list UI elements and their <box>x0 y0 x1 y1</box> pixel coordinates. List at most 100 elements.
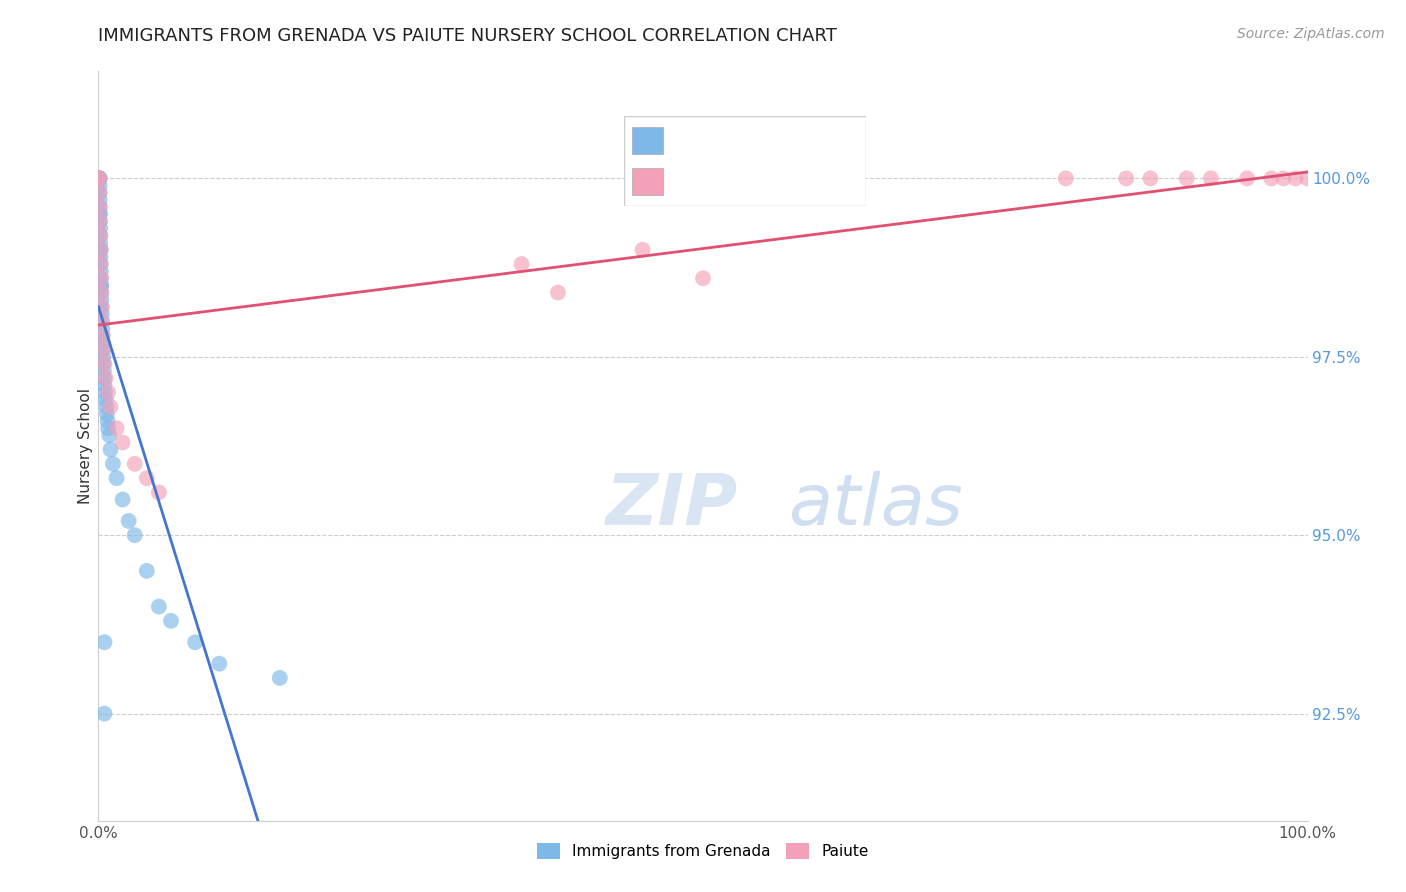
Point <box>87 171 110 186</box>
Point <box>1175 171 1198 186</box>
Y-axis label: Nursery School: Nursery School <box>77 388 93 504</box>
Point <box>208 657 231 671</box>
Point <box>93 357 115 371</box>
Point <box>93 364 115 378</box>
Point <box>101 457 124 471</box>
Point <box>93 357 115 371</box>
Point <box>111 492 134 507</box>
Point <box>148 599 170 614</box>
Point <box>100 400 122 414</box>
Point <box>89 200 111 214</box>
Point <box>87 171 110 186</box>
Point <box>135 471 157 485</box>
Point <box>89 228 111 243</box>
Point <box>93 378 115 392</box>
Point <box>93 706 115 721</box>
Point <box>90 278 112 293</box>
Point <box>98 428 121 442</box>
Point <box>93 371 115 385</box>
Point <box>148 485 170 500</box>
Point <box>89 214 111 228</box>
Point <box>89 171 111 186</box>
Point <box>90 264 112 278</box>
Point <box>89 243 111 257</box>
Point <box>631 243 654 257</box>
Point <box>94 385 117 400</box>
Point <box>89 214 111 228</box>
Point <box>91 350 114 364</box>
Point <box>184 635 207 649</box>
Point <box>91 328 114 343</box>
Point <box>90 243 112 257</box>
Point <box>94 371 117 385</box>
Point <box>89 171 111 186</box>
Point <box>97 421 120 435</box>
Point <box>94 392 117 407</box>
Point <box>91 321 114 335</box>
Point <box>87 171 110 186</box>
Point <box>135 564 157 578</box>
Point <box>89 207 111 221</box>
Point <box>160 614 183 628</box>
Point <box>89 186 111 200</box>
Point <box>89 193 111 207</box>
Point <box>96 414 118 428</box>
Text: ZIP: ZIP <box>606 472 738 541</box>
Point <box>90 300 112 314</box>
Point <box>91 343 114 357</box>
Text: Source: ZipAtlas.com: Source: ZipAtlas.com <box>1237 27 1385 41</box>
Point <box>91 328 114 343</box>
Point <box>87 171 110 186</box>
Point <box>89 178 111 193</box>
Text: IMMIGRANTS FROM GRENADA VS PAIUTE NURSERY SCHOOL CORRELATION CHART: IMMIGRANTS FROM GRENADA VS PAIUTE NURSER… <box>98 27 838 45</box>
Point <box>100 442 122 457</box>
Point <box>692 271 714 285</box>
Point <box>89 228 111 243</box>
Point <box>89 207 111 221</box>
Point <box>91 335 114 350</box>
Point <box>87 171 110 186</box>
Point <box>90 285 112 300</box>
Point <box>91 314 114 328</box>
Point <box>1054 171 1077 186</box>
Point <box>89 235 111 250</box>
Point <box>90 307 112 321</box>
Point <box>1236 171 1258 186</box>
Point <box>90 243 112 257</box>
Point <box>111 435 134 450</box>
Point <box>118 514 141 528</box>
Point <box>1296 171 1319 186</box>
Point <box>105 421 128 435</box>
Point <box>96 407 118 421</box>
Point <box>510 257 533 271</box>
Point <box>269 671 291 685</box>
Point <box>90 278 112 293</box>
Point <box>91 343 114 357</box>
Point <box>93 635 115 649</box>
Point <box>1139 171 1161 186</box>
Point <box>105 471 128 485</box>
Point <box>90 271 112 285</box>
Legend: Immigrants from Grenada, Paiute: Immigrants from Grenada, Paiute <box>531 838 875 865</box>
Point <box>91 314 114 328</box>
Point <box>90 293 112 307</box>
Point <box>90 300 112 314</box>
Point <box>89 250 111 264</box>
Point <box>90 271 112 285</box>
Point <box>1284 171 1306 186</box>
Point <box>1260 171 1282 186</box>
Point <box>97 385 120 400</box>
Point <box>90 257 112 271</box>
Point <box>89 171 111 186</box>
Point <box>89 186 111 200</box>
Text: atlas: atlas <box>787 472 962 541</box>
Point <box>124 457 146 471</box>
Point <box>96 400 118 414</box>
Point <box>89 200 111 214</box>
Point <box>89 221 111 235</box>
Point <box>124 528 146 542</box>
Point <box>90 257 112 271</box>
Point <box>1199 171 1222 186</box>
Point <box>89 171 111 186</box>
Point <box>90 285 112 300</box>
